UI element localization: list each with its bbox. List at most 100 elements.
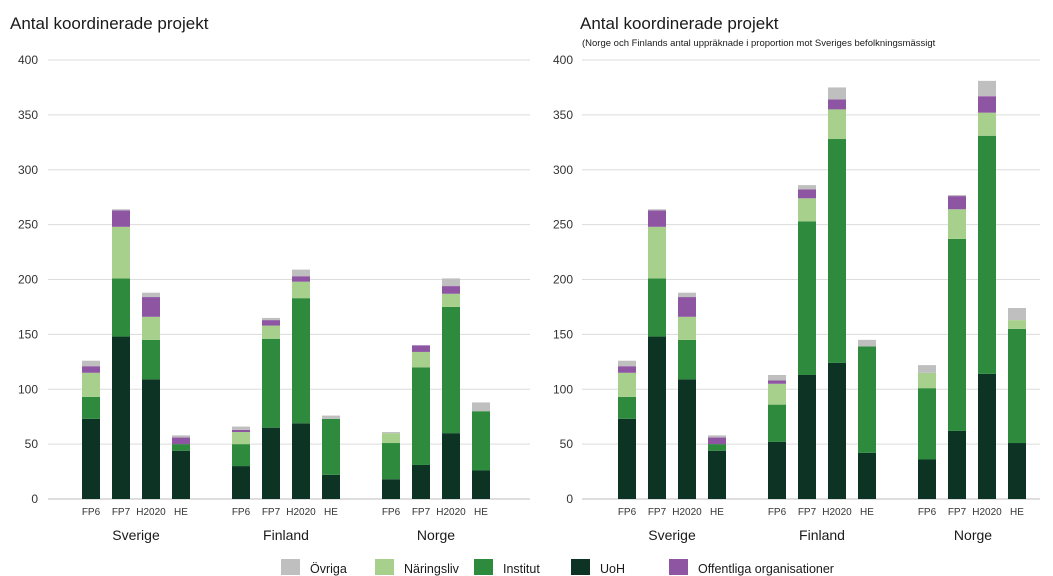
y-tick-label: 250 — [553, 218, 573, 232]
legend-label: Institut — [503, 562, 540, 576]
bar-segment-institut — [172, 444, 190, 451]
bar-segment-institut — [472, 411, 490, 471]
bar-segment-uoh — [232, 466, 250, 499]
y-tick-label: 100 — [18, 382, 38, 396]
bar-segment--vriga — [918, 365, 936, 373]
x-category-label: FP6 — [918, 507, 937, 518]
bar-segment--vriga — [382, 432, 400, 434]
bar-segment--vriga — [828, 87, 846, 100]
legend-swatch — [669, 559, 688, 575]
right-chart-y-ticks: 0 50 100 150 200 250 300 350 400 — [553, 53, 573, 506]
bar-segment-institut — [918, 388, 936, 460]
y-tick-label: 350 — [553, 108, 573, 122]
bar-segment-n-ringsliv — [648, 226, 666, 279]
bar-segment-institut — [858, 346, 876, 453]
bar-segment-n-ringsliv — [828, 109, 846, 140]
bar-segment-offentliga-organisationer — [678, 297, 696, 317]
y-tick-label: 50 — [25, 437, 39, 451]
x-category-label: FP7 — [262, 507, 281, 518]
legend: Övriga Näringsliv Institut UoH Offentliga or… — [281, 559, 834, 576]
bar-segment-uoh — [112, 336, 130, 499]
x-category-label: HE — [324, 507, 338, 518]
left-chart-bars — [82, 209, 490, 499]
bar-segment-offentliga-organisationer — [768, 380, 786, 384]
bar-segment-offentliga-organisationer — [618, 366, 636, 373]
bar-segment-institut — [678, 339, 696, 380]
bar-segment-uoh — [322, 474, 340, 499]
bar-segment-institut — [768, 404, 786, 442]
bar-segment-uoh — [412, 464, 430, 499]
left-chart-title: Antal koordinerade projekt — [10, 14, 209, 33]
bar-segment--vriga — [82, 360, 100, 367]
bar-segment-offentliga-organisationer — [442, 286, 460, 294]
bar-segment-uoh — [828, 362, 846, 499]
left-chart-group-labels: Sverige Finland Norge — [112, 527, 455, 543]
bar-segment-n-ringsliv — [948, 209, 966, 239]
bar-segment--vriga — [1008, 308, 1026, 321]
x-group-label: Norge — [417, 527, 455, 543]
y-tick-label: 200 — [18, 273, 38, 287]
bar-segment-institut — [1008, 328, 1026, 444]
bar-segment-institut — [708, 444, 726, 451]
bar-segment-institut — [232, 444, 250, 467]
bar-segment-institut — [648, 278, 666, 337]
bar-segment-n-ringsliv — [618, 372, 636, 397]
bar-segment--vriga — [768, 374, 786, 381]
x-group-label: Finland — [799, 527, 845, 543]
right-chart-group-labels: Sverige Finland Norge — [648, 527, 992, 543]
bar-segment-uoh — [618, 418, 636, 499]
legend-swatch — [281, 559, 300, 575]
bar-segment-offentliga-organisationer — [798, 189, 816, 199]
bar-segment-uoh — [708, 450, 726, 499]
y-tick-label: 200 — [553, 273, 573, 287]
bar-segment--vriga — [798, 185, 816, 190]
bar-segment-n-ringsliv — [1008, 320, 1026, 329]
left-chart-category-labels: FP6 FP7 H2020 HE FP6 FP7 H2020 HE FP6 FP7 H2020 HE — [82, 507, 488, 518]
x-category-label: H2020 — [136, 507, 166, 518]
y-tick-label: 400 — [18, 53, 38, 67]
y-tick-label: 0 — [566, 492, 573, 506]
bar-segment-uoh — [172, 450, 190, 499]
right-chart-category-labels: FP6 FP7 H2020 HE FP6 FP7 H2020 HE FP6 FP7 H2020 HE — [618, 507, 1024, 518]
x-category-label: FP6 — [232, 507, 251, 518]
x-category-label: H2020 — [672, 507, 702, 518]
bar-segment-institut — [112, 278, 130, 337]
y-tick-label: 250 — [18, 218, 38, 232]
bar-segment-offentliga-organisationer — [708, 437, 726, 445]
bar-segment-institut — [798, 221, 816, 375]
x-category-label: FP7 — [112, 507, 131, 518]
bar-segment-institut — [978, 135, 996, 374]
bar-segment-uoh — [978, 373, 996, 499]
x-category-label: FP6 — [382, 507, 401, 518]
bar-segment-n-ringsliv — [112, 226, 130, 279]
x-category-label: FP7 — [648, 507, 667, 518]
legend-item: Övriga — [281, 559, 347, 576]
x-category-label: H2020 — [436, 507, 466, 518]
bar-segment-n-ringsliv — [292, 281, 310, 299]
bar-segment--vriga — [618, 360, 636, 367]
bar-segment-uoh — [678, 379, 696, 499]
legend-item: Näringsliv — [375, 559, 460, 576]
bar-segment--vriga — [292, 269, 310, 277]
bar-segment-n-ringsliv — [978, 112, 996, 136]
bar-segment-offentliga-organisationer — [82, 366, 100, 373]
x-category-label: HE — [474, 507, 488, 518]
right-chart-bars — [618, 80, 1026, 499]
bar-segment-uoh — [382, 479, 400, 499]
bar-segment-offentliga-organisationer — [292, 276, 310, 282]
right-chart-title: Antal koordinerade projekt — [580, 14, 779, 33]
x-category-label: HE — [1010, 507, 1024, 518]
bar-segment-uoh — [858, 452, 876, 499]
bar-segment--vriga — [172, 435, 190, 438]
bar-segment-uoh — [262, 427, 280, 499]
bar-segment-n-ringsliv — [412, 351, 430, 368]
bar-segment--vriga — [322, 415, 340, 419]
legend-swatch — [375, 559, 394, 575]
legend-swatch — [474, 559, 493, 575]
y-tick-label: 150 — [18, 327, 38, 341]
bar-segment-institut — [382, 443, 400, 480]
bar-segment-offentliga-organisationer — [648, 210, 666, 227]
bar-segment--vriga — [232, 426, 250, 430]
y-tick-label: 400 — [553, 53, 573, 67]
